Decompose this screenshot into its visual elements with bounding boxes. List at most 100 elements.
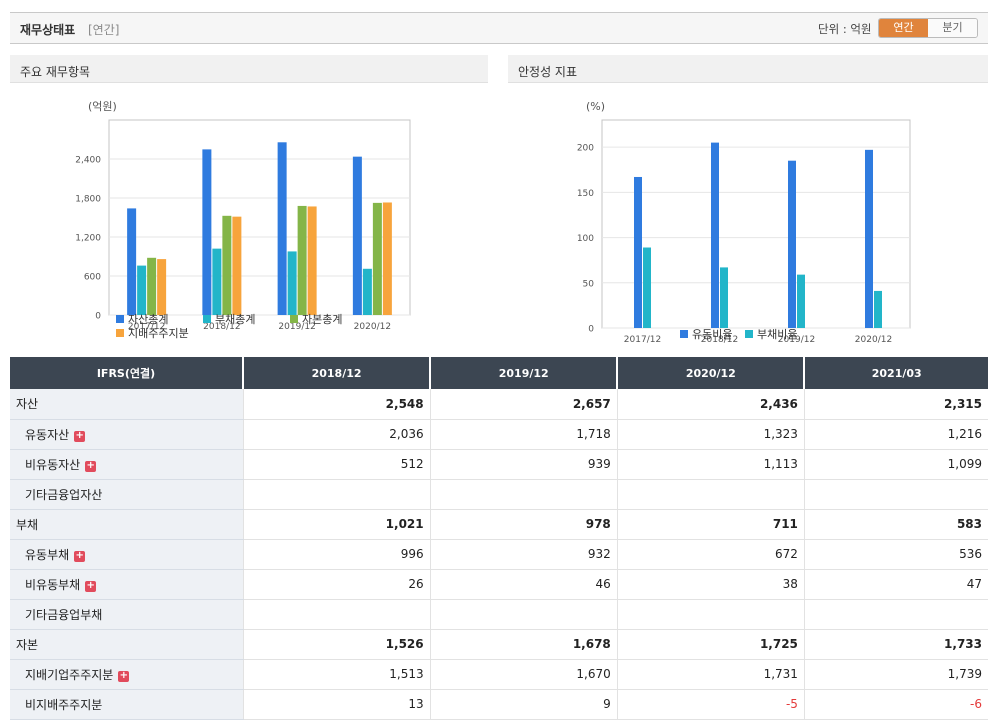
legend-swatch: [116, 315, 124, 323]
bar-부채총계-2020/12[interactable]: [362, 268, 372, 315]
bar-지배주주지분-2018/12[interactable]: [232, 216, 242, 315]
bar-부채비율-2020/12[interactable]: [874, 290, 882, 328]
table-cell: 1,733: [803, 629, 988, 660]
table-cell: 26: [242, 569, 431, 600]
bar-부채비율-2018/12[interactable]: [720, 267, 728, 328]
expand-plus-icon[interactable]: +: [74, 549, 86, 562]
bar-부채총계-2017/12[interactable]: [137, 265, 147, 315]
bar-유동비율-2019/12[interactable]: [788, 160, 796, 328]
bar-부채비율-2019/12[interactable]: [797, 274, 805, 328]
table-cell: 939: [429, 449, 618, 480]
row-label-text: 지배기업주주지분: [25, 667, 114, 682]
table-cell: [242, 479, 431, 510]
table-cell: 583: [803, 509, 988, 540]
y-tick-label: 0: [95, 312, 101, 322]
row-label-assets: 자산: [10, 389, 243, 420]
table-cell: 1,718: [429, 419, 618, 450]
section-subtitle: [연간]: [88, 23, 120, 37]
financial-items-chart: (억원) 0 600 1,200 1,800 2,400 2017/12 2018/12 20…: [75, 100, 411, 340]
bar-지배주주지분-2019/12[interactable]: [307, 206, 317, 315]
header-2020-12: 2020/12: [616, 357, 805, 389]
legend-label[interactable]: 자산총계: [128, 313, 168, 326]
table-header-row: IFRS(연결) 2018/12 2019/12 2020/12 2021/03: [10, 357, 988, 389]
table-cell: [429, 599, 618, 630]
legend-label[interactable]: 지배주주지분: [128, 327, 189, 340]
bar-유동비율-2020/12[interactable]: [865, 149, 873, 328]
y-tick-label: 150: [577, 189, 594, 199]
expand-plus-icon[interactable]: +: [85, 459, 97, 472]
section-header: 재무상태표 [연간] 단위 : 억원 연간 분기: [10, 12, 988, 44]
bar-부채비율-2017/12[interactable]: [643, 247, 651, 328]
legend-swatch: [680, 330, 688, 338]
y-tick-label: 200: [577, 144, 594, 154]
table-cell: 1,731: [616, 659, 805, 690]
table-cell-negative: -5: [616, 689, 805, 720]
row-label-noncontrolling-interest: 비지배주주지분: [10, 689, 243, 720]
bar-자산총계-2019/12[interactable]: [277, 142, 287, 315]
legend-swatch: [116, 329, 124, 337]
table-cell: 932: [429, 539, 618, 570]
legend-label[interactable]: 자본총계: [302, 313, 342, 326]
balance-sheet-table: IFRS(연결) 2018/12 2019/12 2020/12 2021/03…: [10, 357, 988, 720]
table-cell: 38: [616, 569, 805, 600]
table-cell: 2,548: [242, 389, 431, 420]
legend-swatch: [290, 315, 298, 323]
table-row: 기타금융업부채: [10, 599, 988, 630]
bar-유동비율-2017/12[interactable]: [634, 176, 642, 328]
bar-부채총계-2019/12[interactable]: [287, 251, 297, 315]
bar-자산총계-2018/12[interactable]: [202, 149, 212, 315]
bar-부채총계-2018/12[interactable]: [212, 248, 222, 315]
bar-지배주주지분-2017/12[interactable]: [157, 259, 167, 315]
table-cell: [803, 599, 988, 630]
chart2-plot-area: [601, 119, 911, 329]
legend-label[interactable]: 유동비율: [692, 328, 732, 341]
row-label-noncurrent-assets: 비유동자산 +: [10, 449, 243, 480]
toggle-annual-button[interactable]: 연간: [879, 19, 928, 37]
row-label-text: 비유동자산: [25, 457, 81, 472]
expand-plus-icon[interactable]: +: [118, 669, 130, 682]
legend-label[interactable]: 부채총계: [215, 313, 255, 326]
y-tick-label: 1,200: [75, 234, 101, 244]
table-cell: 1,216: [803, 419, 988, 450]
table-cell: 1,513: [242, 659, 431, 690]
header-ifrs[interactable]: IFRS(연결): [10, 357, 243, 389]
section-title: 재무상태표: [20, 23, 76, 37]
bar-자산총계-2017/12[interactable]: [127, 208, 137, 315]
stability-chart: (%) 0 50 100 150 200 2017/12 2018/12 2019/12 202…: [577, 100, 911, 345]
bar-자본총계-2018/12[interactable]: [222, 215, 232, 315]
row-label-text: 유동자산: [25, 427, 70, 442]
stability-panel: 안정성 지표 (%) 0 50 100 150 200 2017/12 2018/12 201…: [508, 55, 988, 355]
bar-자본총계-2020/12[interactable]: [372, 202, 382, 315]
header-2019-12: 2019/12: [429, 357, 618, 389]
y-tick-label: 100: [577, 234, 594, 244]
bar-자산총계-2020/12[interactable]: [352, 156, 362, 315]
expand-plus-icon[interactable]: +: [74, 429, 86, 442]
y-tick-label: 1,800: [75, 195, 101, 205]
y-tick-label: 600: [84, 273, 101, 283]
chart1-ylabel: (억원): [88, 100, 117, 113]
bar-자본총계-2017/12[interactable]: [147, 257, 157, 315]
bar-지배주주지분-2020/12[interactable]: [382, 202, 392, 315]
table-cell: 1,526: [242, 629, 431, 660]
bar-자본총계-2019/12[interactable]: [297, 205, 307, 315]
x-tick-label: 2020/12: [354, 322, 391, 332]
table-cell: [616, 599, 805, 630]
bar-유동비율-2018/12[interactable]: [711, 142, 719, 328]
row-label-current-liabilities: 유동부채 +: [10, 539, 243, 570]
table-row: 부채 1,021 978 711 583: [10, 509, 988, 540]
table-row: 비유동자산 + 512 939 1,113 1,099: [10, 449, 988, 480]
table-row: 비유동부채 + 26 46 38 47: [10, 569, 988, 600]
table-cell-negative: -6: [803, 689, 988, 720]
row-label-text: 비유동부채: [25, 577, 81, 592]
period-toggle[interactable]: 연간 분기: [878, 18, 978, 38]
table-cell: [242, 599, 431, 630]
row-label-current-assets: 유동자산 +: [10, 419, 243, 450]
expand-plus-icon[interactable]: +: [85, 579, 97, 592]
toggle-quarter-button[interactable]: 분기: [928, 19, 977, 37]
table-cell: 1,739: [803, 659, 988, 690]
table-cell: 1,725: [616, 629, 805, 660]
legend-label[interactable]: 부채비율: [757, 328, 797, 341]
row-label-controlling-interest: 지배기업주주지분 +: [10, 659, 243, 690]
y-tick-label: 0: [588, 325, 594, 335]
table-row: 기타금융업자산: [10, 479, 988, 510]
